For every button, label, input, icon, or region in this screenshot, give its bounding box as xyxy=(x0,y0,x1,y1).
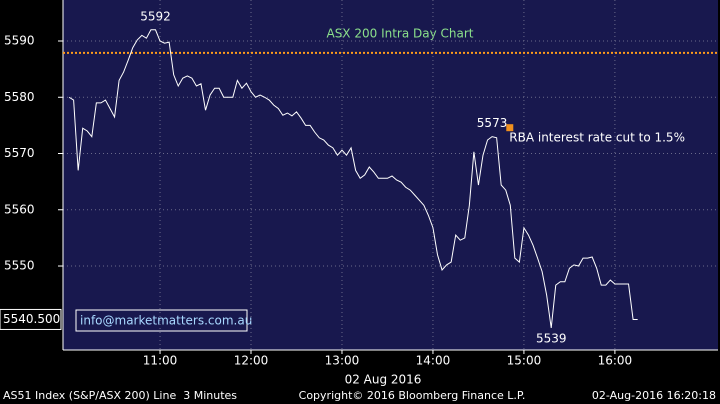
x-tick-label: 13:00 xyxy=(325,354,360,368)
x-tick-label: 16:00 xyxy=(598,354,633,368)
x-axis-label: 02 Aug 2016 xyxy=(345,373,422,387)
last-value-box xyxy=(0,308,62,330)
watermark: info@marketmatters.com.au xyxy=(80,314,252,328)
footer-left: AS51 Index (S&P/ASX 200) Line 3 Minutes xyxy=(3,389,237,402)
event-marker xyxy=(506,124,514,132)
last-value-label: 5540.500 xyxy=(3,312,60,326)
price-line xyxy=(68,29,638,328)
watermark-box xyxy=(75,309,248,332)
chart-title: ASX 200 Intra Day Chart xyxy=(326,27,473,41)
point-label: 5592 xyxy=(140,9,171,23)
y-tick-label: 5550 xyxy=(4,259,35,273)
plot-area xyxy=(63,0,718,350)
point-label: 5539 xyxy=(536,331,567,345)
y-tick-label: 5580 xyxy=(4,90,35,104)
point-label: 5573 xyxy=(477,116,508,130)
x-tick-label: 14:00 xyxy=(416,354,451,368)
event-label: RBA interest rate cut to 1.5% xyxy=(509,131,685,145)
footer-center: Copyright© 2016 Bloomberg Finance L.P. xyxy=(299,389,526,402)
footer-right: 02-Aug-2016 16:20:18 xyxy=(592,389,716,402)
x-tick-label: 12:00 xyxy=(234,354,269,368)
y-tick-label: 5570 xyxy=(4,146,35,160)
y-tick-label: 5590 xyxy=(4,34,35,48)
y-tick-label: 5560 xyxy=(4,202,35,216)
x-tick-label: 11:00 xyxy=(143,354,178,368)
x-tick-label: 15:00 xyxy=(507,354,542,368)
